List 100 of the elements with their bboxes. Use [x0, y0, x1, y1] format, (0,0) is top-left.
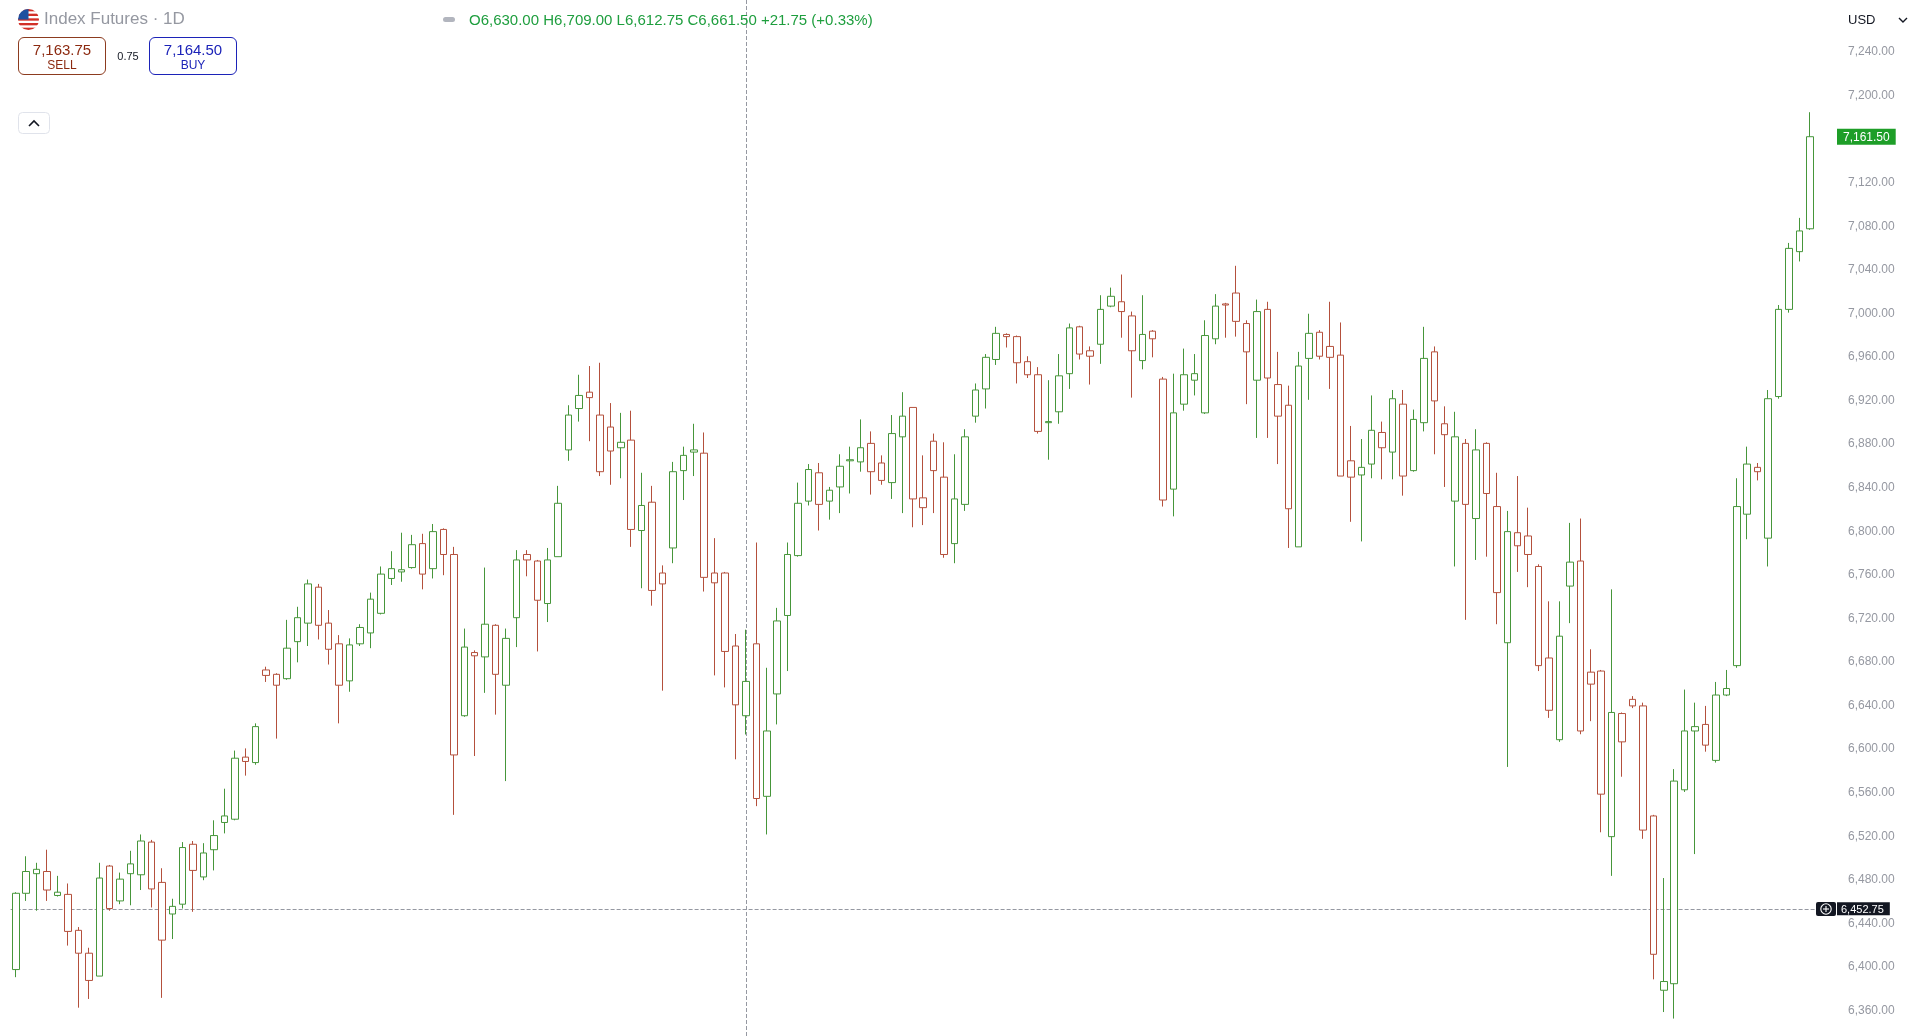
candlestick [523, 549, 531, 577]
y-axis-title: USD [1848, 12, 1876, 27]
ref-line-label: 6,452.75 [1841, 902, 1884, 915]
candlestick [1076, 325, 1083, 360]
candlestick [805, 463, 812, 506]
y-tick-label: 6,800.00 [1848, 523, 1896, 538]
candlestick [1118, 274, 1125, 339]
candlestick [137, 833, 145, 891]
candlestick [919, 454, 927, 526]
candlestick [1660, 877, 1668, 1013]
candlestick [1483, 441, 1490, 558]
y-tick-label: 6,760.00 [1848, 567, 1896, 582]
y-tick-label: 6,600.00 [1848, 741, 1896, 756]
candlestick [116, 872, 124, 905]
candlestick [1358, 438, 1365, 542]
candlestick [1368, 394, 1375, 479]
candlestick [1086, 345, 1094, 386]
y-tick-label: 6,920.00 [1848, 392, 1896, 407]
candlestick [158, 867, 166, 999]
candlestick [1285, 385, 1292, 549]
candlestick [690, 423, 698, 477]
candlestick [930, 433, 937, 514]
candlestick [221, 788, 228, 834]
candlestick [1045, 379, 1052, 461]
candlestick [325, 609, 332, 666]
candlestick [1775, 304, 1782, 400]
candlestick [1139, 294, 1146, 370]
y-tick-label: 6,680.00 [1848, 654, 1896, 669]
candlestick [1796, 217, 1803, 262]
candlestick [96, 862, 103, 977]
candlestick [1212, 293, 1219, 345]
y-tick-label: 6,960.00 [1848, 349, 1896, 364]
candlestick [1587, 648, 1595, 722]
candlestick [1295, 351, 1302, 548]
candlestick [54, 875, 61, 898]
y-tick-label: 6,640.00 [1848, 697, 1896, 712]
candlestick [1545, 600, 1553, 719]
sell-button: 7,163.75 SELL [18, 37, 106, 75]
candlestick [283, 619, 291, 681]
candlestick [1462, 438, 1469, 621]
candlestick [1566, 522, 1574, 624]
candlestick [33, 862, 40, 912]
candlestick [1472, 428, 1480, 561]
y-tick-label: 6,560.00 [1848, 784, 1896, 799]
candlestick [242, 747, 249, 777]
candlestick [721, 571, 729, 688]
candlestick [12, 891, 20, 978]
candlestick [1066, 323, 1073, 390]
candlestick [1733, 477, 1741, 669]
candlestick [867, 430, 875, 496]
candlestick [1754, 462, 1761, 481]
candlestick [1723, 669, 1730, 697]
candlestick [1347, 425, 1355, 523]
candlestick [1316, 329, 1323, 360]
candlestick [1597, 669, 1605, 833]
candlestick [1232, 265, 1240, 338]
candlestick [1420, 326, 1428, 432]
candlestick [148, 839, 155, 908]
annotation: SELL [47, 57, 77, 72]
candlestick [408, 534, 416, 570]
candlestick [481, 567, 489, 694]
candlestick [169, 898, 176, 940]
candlestick [554, 485, 562, 558]
candlestick [346, 637, 353, 693]
candlestick [972, 382, 979, 424]
candlestick [429, 523, 437, 579]
candlestick [304, 579, 312, 647]
candlestick [335, 634, 343, 724]
candlestick [773, 607, 781, 725]
candlestick [1107, 287, 1115, 308]
candlestick [1264, 301, 1271, 439]
candlestick [85, 947, 93, 1000]
candlestick [1253, 299, 1261, 439]
candlestick [638, 472, 645, 589]
candlestick [1399, 389, 1407, 497]
candlestick [1274, 351, 1282, 465]
candlestick [846, 446, 854, 494]
candlestick [1514, 475, 1521, 573]
candlestick [179, 841, 186, 910]
candlestick [1378, 421, 1386, 480]
candlestick [940, 441, 948, 559]
y-tick-label: 6,480.00 [1848, 872, 1896, 887]
y-tick-label: 6,360.00 [1848, 1002, 1896, 1017]
candlestick [189, 840, 197, 913]
candlestick [43, 849, 51, 902]
candlestick [1305, 313, 1313, 401]
candlestick [315, 583, 322, 640]
candlestick [534, 559, 541, 652]
candlestick [794, 482, 802, 558]
candlestick [1180, 348, 1188, 412]
y-tick-label: 6,520.00 [1848, 828, 1896, 843]
candlestick [617, 412, 625, 479]
y-tick-label: 7,040.00 [1848, 262, 1896, 277]
candlestick [1034, 366, 1042, 435]
candlestick [75, 926, 82, 1009]
candlestick [784, 542, 791, 672]
candlestick [1629, 695, 1636, 709]
candlestick [1504, 510, 1511, 768]
candlestick [1222, 302, 1229, 339]
candlestick [513, 549, 520, 648]
